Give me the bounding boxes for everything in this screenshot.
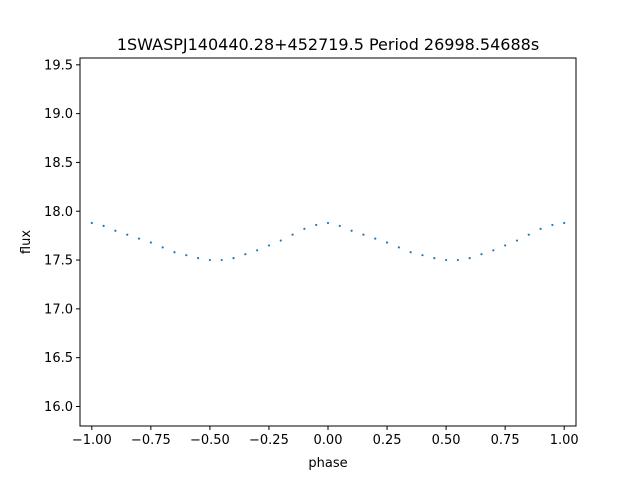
data-point xyxy=(291,233,294,236)
data-point xyxy=(374,237,377,240)
data-point xyxy=(267,244,271,247)
data-point xyxy=(137,237,141,240)
data-point xyxy=(279,239,282,242)
x-tick-label: −0.50 xyxy=(190,433,230,448)
y-tick-label: 18.0 xyxy=(44,205,73,220)
x-tick-label: −0.25 xyxy=(249,433,289,448)
data-point xyxy=(445,258,448,262)
data-point xyxy=(385,241,389,244)
data-point xyxy=(102,224,105,227)
x-tick-label: −0.75 xyxy=(131,433,171,448)
y-axis-label: flux xyxy=(19,230,34,254)
data-point xyxy=(208,258,211,262)
data-point xyxy=(173,251,176,254)
chart-title: 1SWASPJ140440.28+452719.5 Period 26998.5… xyxy=(117,35,539,54)
data-point xyxy=(515,239,519,242)
y-tick-label: 17.5 xyxy=(44,254,73,269)
data-point xyxy=(220,258,223,262)
data-point xyxy=(185,254,188,257)
data-point xyxy=(421,254,424,257)
x-tick-label: −1.00 xyxy=(72,433,112,448)
points-layer xyxy=(90,221,566,262)
data-point xyxy=(350,229,353,232)
x-axis: −1.00 −0.75 −0.50 −0.25 0.00 0.25 0.50 0.75 1.00 xyxy=(72,426,579,448)
data-point xyxy=(362,233,365,236)
x-tick-label: 0.00 xyxy=(314,433,343,448)
data-point xyxy=(551,223,554,227)
x-axis-label: phase xyxy=(308,456,347,471)
data-point xyxy=(480,253,483,256)
data-point xyxy=(504,244,507,247)
data-point xyxy=(492,249,495,252)
data-point xyxy=(149,241,152,244)
x-tick-label: 0.75 xyxy=(491,433,520,448)
data-point xyxy=(161,246,164,249)
data-point xyxy=(114,229,117,232)
data-point xyxy=(433,257,436,260)
y-axis: 16.0 16.5 17.0 17.5 18.0 18.5 19.0 19.5 xyxy=(44,58,80,415)
data-point xyxy=(456,258,459,262)
y-tick-label: 19.5 xyxy=(44,58,73,73)
data-point xyxy=(338,224,341,227)
data-point xyxy=(303,227,306,230)
y-tick-label: 19.0 xyxy=(44,107,73,122)
data-point xyxy=(539,227,542,230)
data-point xyxy=(563,221,566,225)
y-tick-label: 17.0 xyxy=(44,302,73,317)
data-point xyxy=(256,249,259,252)
data-point xyxy=(244,253,247,256)
y-tick-label: 16.5 xyxy=(44,351,73,366)
data-point xyxy=(232,257,235,260)
data-point xyxy=(326,221,330,225)
y-tick-label: 18.5 xyxy=(44,156,73,171)
x-tick-label: 1.00 xyxy=(550,433,579,448)
data-point xyxy=(397,246,400,249)
data-point xyxy=(126,233,129,236)
x-tick-label: 0.25 xyxy=(373,433,402,448)
data-point xyxy=(527,233,530,236)
data-point xyxy=(315,223,318,227)
data-point xyxy=(409,251,412,254)
y-tick-label: 16.0 xyxy=(44,400,73,415)
x-tick-label: 0.50 xyxy=(432,433,461,448)
data-point xyxy=(90,221,93,225)
plot-frame xyxy=(79,57,577,427)
data-point xyxy=(468,257,471,260)
data-point xyxy=(197,257,200,260)
